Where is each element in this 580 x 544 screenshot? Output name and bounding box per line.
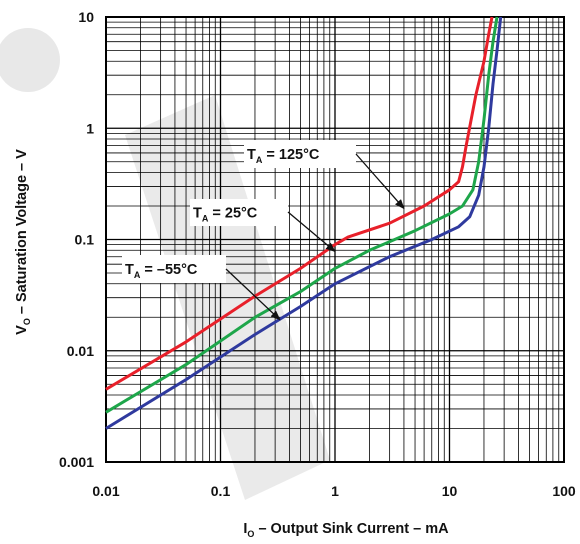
series-line-2 [105, 16, 503, 430]
annotation-box [244, 140, 356, 168]
x-tick-label: 100 [552, 483, 576, 499]
annotation-group: TA = 125°C TA = 25°C TA = –55°C [122, 140, 405, 321]
annotation-2: TA = –55°C [122, 255, 281, 321]
y-axis-title: VO – Saturation Voltage – V [14, 149, 32, 335]
y-tick-label: 10 [78, 9, 94, 25]
y-tick-label: 0.01 [67, 343, 94, 359]
plot-frame [105, 16, 565, 463]
y-tick-label: 0.1 [75, 232, 95, 248]
series-group [105, 16, 503, 430]
x-axis-title: IO – Output Sink Current – mA [243, 521, 449, 539]
annotation-label: TA = 125°C [247, 147, 320, 165]
y-tick-label: 1 [86, 120, 94, 136]
y-tick-label: 0.001 [59, 454, 94, 470]
plot-grid [105, 17, 564, 463]
tick-labels: 0.01 0.1 1 10 100 0.001 0.01 0.1 1 10 [59, 9, 576, 499]
x-tick-label: 10 [442, 483, 458, 499]
annotation-label: TA = –55°C [125, 262, 198, 280]
annotation-arrow [287, 211, 336, 253]
series-line-0 [105, 16, 494, 391]
annotation-1: TA = 25°C [190, 199, 336, 253]
series-line-1 [105, 16, 499, 414]
x-tick-label: 0.1 [211, 483, 231, 499]
annotation-box [190, 199, 288, 226]
watermark-dot [0, 28, 60, 92]
annotation-arrow [225, 268, 281, 321]
x-tick-label: 1 [331, 483, 339, 499]
annotation-box [122, 255, 226, 283]
x-tick-label: 0.01 [92, 483, 119, 499]
annotation-arrow [355, 153, 405, 210]
annotation-0: TA = 125°C [244, 140, 405, 210]
annotation-label: TA = 25°C [193, 206, 258, 224]
